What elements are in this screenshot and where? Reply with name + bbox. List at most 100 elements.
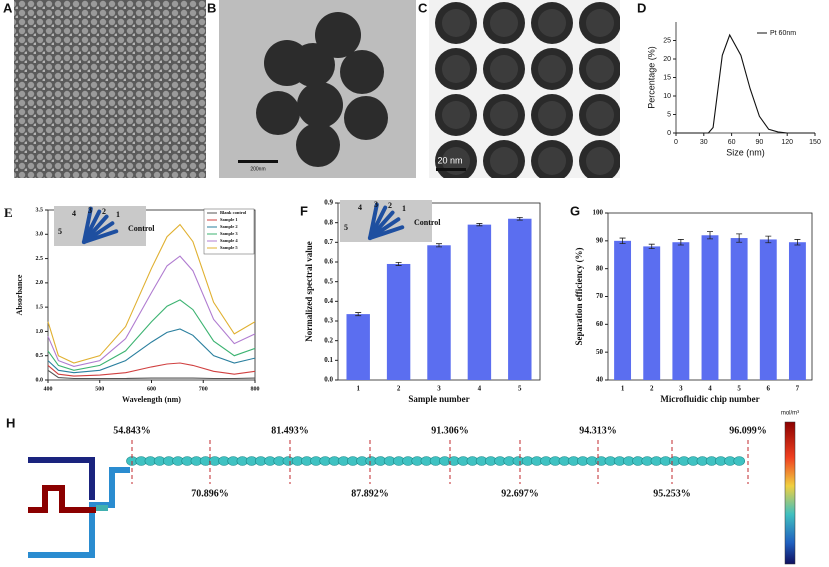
error-bar <box>707 231 713 240</box>
x-tick-label: 3 <box>679 385 683 393</box>
x-axis-label: Wavelength (nm) <box>122 395 181 404</box>
efficiency-label: 94.313% <box>579 425 617 436</box>
series-line <box>47 362 256 377</box>
y-tick-label: 0.4 <box>324 297 333 305</box>
legend-label: Blank control <box>220 210 247 215</box>
y-tick-label: 0.5 <box>324 277 333 285</box>
y-tick-label: 50 <box>596 348 604 356</box>
x-tick-label: 3 <box>437 385 441 393</box>
scale-bar <box>436 168 466 171</box>
bar <box>759 239 777 380</box>
bar <box>467 224 492 380</box>
tem-particles <box>256 12 388 167</box>
colorbar <box>784 421 796 565</box>
efficiency-label: 70.896% <box>191 488 229 499</box>
x-tick-label: 500 <box>95 386 104 392</box>
colorbar-unit: mol/m³ <box>781 411 799 417</box>
bar <box>427 245 451 380</box>
panel-label: B <box>207 0 216 15</box>
axes <box>675 22 815 134</box>
y-tick-label: 10 <box>663 93 671 100</box>
bar <box>701 235 719 380</box>
x-tick-label: 6 <box>767 385 771 393</box>
legend-label: Pt 60nm <box>770 30 796 37</box>
bar <box>614 240 632 380</box>
inset-label: 1 <box>116 210 120 219</box>
error-bar <box>677 239 684 246</box>
x-tick-label: 60 <box>728 139 736 146</box>
y-tick-label: 0.7 <box>324 238 333 246</box>
y-tick-label: 5 <box>667 111 671 118</box>
error-bar <box>516 216 523 221</box>
x-tick-label: 400 <box>44 386 53 392</box>
y-tick-label: 0.2 <box>324 336 333 344</box>
y-tick-label: 2.5 <box>36 256 44 262</box>
y-axis-label: Percentage (%) <box>646 46 656 109</box>
y-tick-label: 15 <box>663 74 671 81</box>
error-bar <box>355 312 362 317</box>
error-bar <box>736 233 743 243</box>
panel-label: E <box>4 205 13 220</box>
efficiency-label: 95.253% <box>653 488 691 499</box>
x-tick-label: 1 <box>621 385 625 393</box>
inset-label: Control <box>414 218 441 227</box>
x-tick-label: 150 <box>809 139 821 146</box>
y-axis-label: Separation efficiency (%) <box>574 248 584 346</box>
legend-label: Sample 5 <box>220 245 238 250</box>
y-tick-label: 100 <box>593 209 604 217</box>
efficiency-label: 54.843% <box>113 425 151 436</box>
panel-label: G <box>570 203 580 218</box>
error-bar <box>436 243 442 248</box>
inset-tube <box>368 225 405 240</box>
chart: 0.0 0.1 0.2 0.3 0.4 0.5 0.6 0.7 0.8 0.9 Sample num… <box>304 199 541 404</box>
y-tick-label: 0.8 <box>324 218 333 226</box>
inset-tube <box>82 229 119 244</box>
panel-label: A <box>3 0 13 15</box>
inset-label: 1 <box>402 204 406 213</box>
bar <box>508 218 532 380</box>
series-line <box>676 33 815 134</box>
scale-bar-label: 20 nm <box>437 155 462 165</box>
x-tick-label: 2 <box>650 385 654 393</box>
efficiency-label: 96.099% <box>729 425 767 436</box>
legend-label: Sample 1 <box>220 217 238 222</box>
efficiency-label: 81.493% <box>271 425 309 436</box>
x-tick-label: 800 <box>251 386 260 392</box>
x-tick-label: 90 <box>756 139 764 146</box>
sem-image <box>14 0 206 178</box>
y-axis-label: Absorbance <box>15 274 24 315</box>
x-tick-label: 30 <box>700 139 708 146</box>
legend-label: Sample 3 <box>220 231 238 236</box>
panel-label: H <box>6 415 15 430</box>
y-tick-label: 70 <box>596 292 604 300</box>
scale-bar <box>238 160 278 163</box>
legend-label: Sample 2 <box>220 224 238 229</box>
y-tick-label: 0.5 <box>36 353 44 359</box>
y-tick-label: 0.3 <box>324 317 333 325</box>
hrtem-image <box>429 0 620 178</box>
y-tick-label: 20 <box>663 56 671 63</box>
bar <box>788 242 806 380</box>
y-tick-label: 3.0 <box>36 232 44 238</box>
chart: 0 5 10 15 20 25 Size (nm) Percentage (%) 0 30 60 90… <box>646 22 821 157</box>
series-line <box>47 328 256 374</box>
y-tick-label: 0.0 <box>36 377 44 383</box>
y-tick-label: 0.0 <box>324 376 333 384</box>
x-tick-label: 600 <box>147 386 156 392</box>
y-tick-label: 2.0 <box>36 280 44 286</box>
y-tick-label: 40 <box>596 376 604 384</box>
x-tick-label: 2 <box>397 385 401 393</box>
y-tick-label: 90 <box>596 236 604 244</box>
spiral-segment <box>733 456 746 466</box>
y-tick-label: 60 <box>596 320 604 328</box>
x-tick-label: 4 <box>478 385 482 393</box>
y-tick-label: 1.5 <box>36 305 44 311</box>
error-bar <box>476 223 483 227</box>
legend-label: Sample 4 <box>220 238 238 243</box>
efficiency-label: 87.892% <box>351 488 389 499</box>
inset-label: 4 <box>358 203 362 212</box>
y-tick-label: 3.5 <box>36 207 44 213</box>
efficiency-label: 91.306% <box>431 425 469 436</box>
x-tick-label: 4 <box>708 385 712 393</box>
x-tick-label: 7 <box>796 385 800 393</box>
